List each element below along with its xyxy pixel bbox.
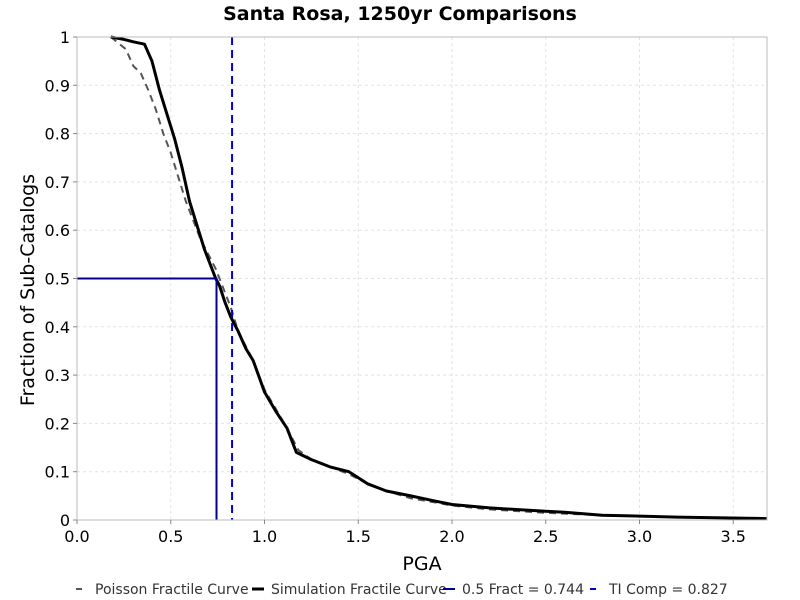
y-tick-label: 0.1	[45, 463, 70, 482]
legend-median-fractile-label: 0.5 Fract = 0.744	[462, 582, 584, 598]
annotation-layer	[77, 37, 234, 520]
simulation-fractile-curve-line	[110, 35, 768, 521]
y-tick-label: 0.2	[45, 414, 70, 433]
y-tick-label: 0.6	[45, 221, 70, 240]
x-tick-label: 3.0	[627, 527, 652, 546]
y-tick-label: 0.4	[45, 318, 70, 337]
x-tick-label: 0.5	[158, 527, 183, 546]
y-tick-label: 0.3	[45, 366, 70, 385]
chart-title: Santa Rosa, 1250yr Comparisons	[223, 3, 577, 25]
y-tick-label: 0.7	[45, 173, 70, 192]
ticks: 0.0 0.5 1.0 1.5 2.0 2.5 3.0 3.5 0 0.1 0.2 0.3 0.4 0.5…	[45, 28, 746, 546]
legend-poisson-label: Poisson Fractile Curve	[95, 582, 249, 598]
legend: Poisson Fractile Curve Simulation Fractil…	[76, 582, 728, 598]
x-tick-label: 2.0	[439, 527, 464, 546]
legend-simulation-label: Simulation Fractile Curve	[271, 582, 447, 598]
y-tick-label: 1	[60, 28, 70, 47]
y-tick-label: 0.5	[45, 270, 70, 289]
legend-ti-comp-label: TI Comp = 0.827	[608, 582, 728, 598]
y-axis-label: Fraction of Sub-Catalogs	[17, 174, 39, 406]
x-tick-label: 1.0	[252, 527, 277, 546]
series-layer	[110, 35, 768, 521]
x-tick-label: 1.5	[346, 527, 371, 546]
y-tick-label: 0.9	[45, 76, 70, 95]
x-tick-label: 3.5	[721, 527, 746, 546]
median-fractile-line	[77, 277, 218, 520]
x-axis-label: PGA	[402, 553, 441, 575]
x-tick-label: 0.0	[64, 527, 89, 546]
y-tick-label: 0.8	[45, 125, 70, 144]
y-tick-label: 0	[60, 511, 70, 530]
x-tick-label: 2.5	[533, 527, 558, 546]
